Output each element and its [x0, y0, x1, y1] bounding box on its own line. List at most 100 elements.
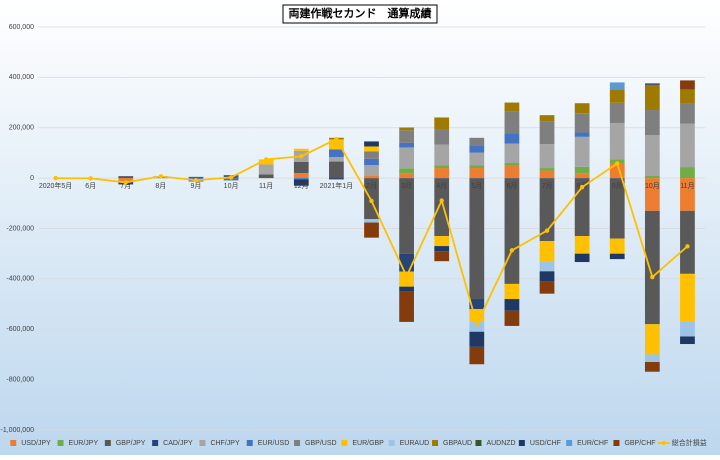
bar-segment — [680, 89, 695, 103]
x-tick-label: 3月 — [401, 182, 412, 190]
bar-segment — [399, 254, 414, 272]
bar-segment — [505, 163, 520, 166]
bar-segment — [364, 165, 379, 175]
legend-label: EUR/JPY — [69, 440, 99, 447]
y-tick-label: 0 — [30, 175, 34, 182]
bar-segment — [469, 309, 484, 322]
chart-title: 両建作戦セカンド 通算成績 — [289, 6, 432, 20]
legend-swatch — [10, 440, 16, 446]
legend-swatch — [341, 440, 347, 446]
bar-segment — [469, 168, 484, 178]
bar-segment — [364, 141, 379, 146]
bar-segment — [610, 82, 625, 89]
bar-segment — [575, 137, 590, 167]
bar-segment — [469, 165, 484, 168]
bar-segment — [540, 281, 555, 293]
bar-segment — [540, 271, 555, 281]
bar-segment — [680, 322, 695, 337]
bar-segment — [505, 299, 520, 311]
legend-swatch — [247, 440, 253, 446]
bar-segment — [680, 274, 695, 322]
bar-segment — [680, 336, 695, 344]
total-marker — [510, 248, 514, 252]
bar-segment — [399, 130, 414, 143]
total-marker — [194, 178, 198, 182]
x-tick-label: 6月 — [506, 182, 517, 190]
y-tick-label: -200,000 — [6, 225, 34, 232]
bar-segment — [294, 149, 309, 151]
x-tick-label: 12月 — [294, 182, 309, 190]
bar-segment — [399, 287, 414, 292]
bar-segment — [575, 173, 590, 178]
legend-swatch — [199, 440, 205, 446]
bar-segment — [469, 332, 484, 347]
x-tick-label: 9月 — [612, 182, 623, 190]
bar-segment — [680, 124, 695, 167]
legend-swatch — [152, 440, 158, 446]
bar-segment — [434, 130, 449, 145]
bar-segment — [610, 89, 625, 102]
bar-segment — [575, 133, 590, 137]
legend-label: EURAUD — [400, 440, 430, 447]
legend-swatch — [662, 441, 666, 445]
legend-label: USD/CHF — [530, 440, 561, 447]
y-tick-label: 200,000 — [9, 125, 34, 132]
bar-segment — [645, 176, 660, 179]
bar-segment — [469, 153, 484, 166]
legend-label: GBP/USD — [305, 440, 337, 447]
bar-segment — [364, 223, 379, 238]
x-tick-label: 10月 — [224, 182, 239, 190]
bar-segment — [294, 162, 309, 173]
bar-segment — [575, 254, 590, 262]
total-marker — [685, 244, 689, 248]
bar-segment — [434, 168, 449, 178]
bar-segment — [189, 177, 204, 178]
bar-segment — [680, 80, 695, 89]
bar-segment — [364, 151, 379, 159]
total-marker — [334, 137, 338, 141]
legend-label: GBPAUD — [443, 440, 472, 447]
x-tick-label: 8月 — [155, 182, 166, 190]
bar-segment — [505, 144, 520, 163]
bar-segment — [645, 85, 660, 110]
bar-segment — [364, 219, 379, 222]
bar-segment — [329, 149, 344, 157]
y-tick-label: -1,000,000 — [1, 427, 35, 434]
bar-segment — [434, 251, 449, 261]
bar-segment — [680, 211, 695, 274]
legend-swatch — [566, 440, 572, 446]
y-tick-label: -600,000 — [6, 326, 34, 333]
bar-segment — [505, 178, 520, 284]
bar-segment — [645, 135, 660, 175]
bar-segment — [118, 176, 133, 178]
bar-segment — [399, 127, 414, 130]
bar-segment — [259, 175, 274, 179]
bar-segment — [399, 143, 414, 148]
bar-segment — [645, 324, 660, 354]
y-tick-label: -400,000 — [6, 276, 34, 283]
legend-swatch — [519, 440, 525, 446]
legend-swatch — [475, 440, 481, 446]
bar-segment — [680, 167, 695, 178]
x-tick-label: 6月 — [85, 182, 96, 190]
bar-segment — [540, 261, 555, 271]
total-marker — [53, 176, 57, 180]
legend-swatch — [389, 440, 395, 446]
legend-label: USD/JPY — [21, 440, 51, 447]
legend-label: CHF/JPY — [210, 440, 240, 447]
y-tick-label: 600,000 — [9, 24, 34, 31]
y-tick-label: -800,000 — [6, 376, 34, 383]
bar-segment — [294, 173, 309, 178]
legend-label: EUR/GBP — [352, 440, 384, 447]
total-marker — [440, 198, 444, 202]
bar-segment — [399, 292, 414, 322]
bar-segment — [575, 113, 590, 132]
x-tick-label: 2021年1月 — [320, 181, 353, 190]
bar-segment — [434, 117, 449, 129]
bar-segment — [434, 236, 449, 246]
bar-segment — [645, 362, 660, 372]
bar-segment — [505, 112, 520, 134]
total-marker — [299, 154, 303, 158]
bar-segment — [575, 103, 590, 113]
bar-segment — [505, 166, 520, 179]
